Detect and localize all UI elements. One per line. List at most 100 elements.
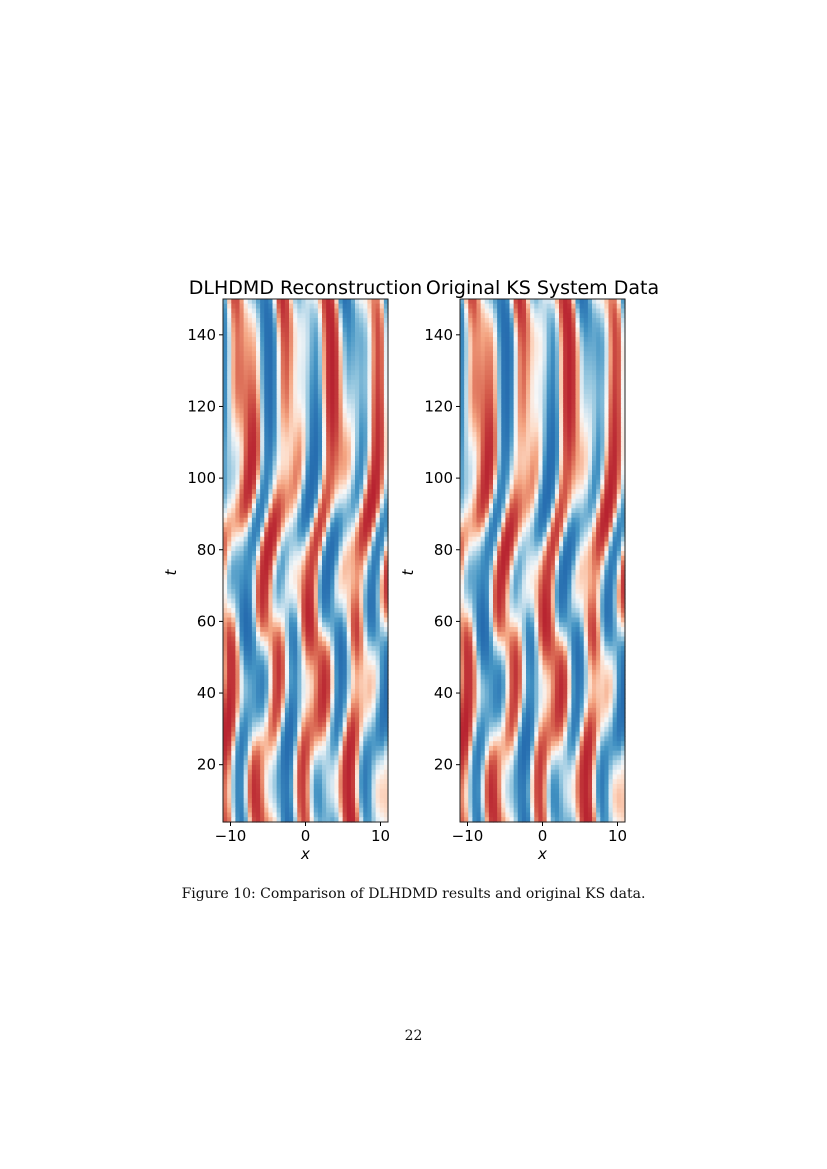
- heatmap-cell: [355, 365, 360, 371]
- heatmap-cell: [326, 745, 331, 752]
- heatmap-cell: [355, 669, 360, 676]
- heatmap-cell: [243, 531, 249, 538]
- heatmap-cell: [363, 422, 368, 428]
- heatmap-cell: [342, 779, 348, 785]
- heatmap-cell: [297, 451, 302, 457]
- heatmap-cell: [346, 627, 352, 633]
- heatmap-cell: [297, 337, 302, 343]
- heatmap-cell: [317, 665, 323, 671]
- heatmap-cell: [297, 745, 302, 752]
- heatmap-cell: [239, 356, 245, 362]
- heatmap-cell: [350, 432, 356, 438]
- heatmap-cell: [521, 351, 527, 357]
- heatmap-cell: [592, 299, 597, 305]
- heatmap-cell: [317, 707, 323, 714]
- heatmap-cell: [363, 541, 368, 547]
- heatmap-cell: [317, 470, 323, 476]
- heatmap-cell: [256, 455, 261, 462]
- heatmap-cell: [309, 807, 315, 814]
- heatmap-cell: [305, 341, 311, 348]
- heatmap-cell: [313, 408, 319, 414]
- heatmap-cell: [334, 455, 340, 462]
- heatmap-cell: [301, 802, 307, 809]
- heatmap-cell: [317, 356, 323, 362]
- heatmap-cell: [583, 332, 589, 338]
- heatmap-cell: [342, 612, 348, 619]
- heatmap-cell: [284, 536, 290, 543]
- heatmap-cell: [383, 527, 389, 533]
- heatmap-cell: [289, 379, 294, 386]
- heatmap-cell: [338, 546, 344, 552]
- heatmap-cell: [297, 612, 302, 619]
- heatmap-cell: [359, 327, 364, 333]
- heatmap-cell: [231, 555, 236, 562]
- heatmap-cell: [309, 570, 315, 576]
- heatmap-cell: [276, 322, 282, 329]
- heatmap-cell: [334, 417, 340, 424]
- heatmap-cell: [554, 299, 560, 305]
- heatmap-cell: [256, 779, 261, 785]
- heatmap-cell: [317, 769, 323, 776]
- heatmap-cell: [231, 774, 236, 780]
- heatmap-cell: [363, 375, 368, 381]
- heatmap-cell: [297, 760, 302, 766]
- heatmap-cell: [509, 356, 515, 362]
- heatmap-cell: [363, 318, 368, 324]
- heatmap-cell: [276, 650, 282, 657]
- heatmap-cell: [293, 379, 298, 386]
- heatmap-cell: [289, 745, 294, 752]
- heatmap-cell: [260, 726, 265, 733]
- heatmap-cell: [355, 603, 360, 609]
- heatmap-cell: [313, 731, 319, 738]
- heatmap-cell: [247, 303, 253, 310]
- heatmap-cell: [247, 774, 253, 780]
- heatmap-cell: [231, 622, 236, 628]
- heatmap-cell: [350, 303, 356, 310]
- heatmap-cell: [330, 684, 335, 690]
- heatmap-cell: [313, 650, 319, 657]
- heatmap-cell: [284, 612, 290, 619]
- heatmap-cell: [363, 427, 368, 433]
- heatmap-cell: [268, 508, 274, 514]
- heatmap-cell: [313, 807, 319, 814]
- heatmap-cell: [375, 522, 381, 528]
- heatmap-cell: [359, 741, 364, 747]
- heatmap-cell: [305, 817, 311, 823]
- heatmap-cell: [251, 493, 257, 500]
- heatmap-cell: [526, 327, 531, 333]
- heatmap-cell: [359, 441, 364, 447]
- heatmap-cell: [350, 403, 356, 409]
- heatmap-cell: [239, 318, 245, 324]
- heatmap-cell: [375, 603, 381, 609]
- heatmap-cell: [583, 303, 589, 310]
- heatmap-cell: [313, 384, 319, 390]
- heatmap-cell: [231, 493, 236, 500]
- heatmap-cell: [247, 522, 253, 528]
- heatmap-cell: [247, 793, 253, 799]
- heatmap-cell: [280, 303, 286, 310]
- heatmap-cell: [293, 622, 298, 628]
- heatmap-cell: [223, 745, 228, 752]
- heatmap-cell: [359, 760, 364, 766]
- heatmap-cell: [309, 741, 315, 747]
- heatmap-cell: [223, 479, 228, 486]
- heatmap-cell: [280, 422, 286, 428]
- heatmap-cell: [371, 318, 377, 324]
- heatmap-cell: [371, 489, 377, 495]
- heatmap-cell: [379, 665, 385, 671]
- heatmap-cell: [326, 783, 331, 790]
- heatmap-cell: [338, 665, 344, 671]
- heatmap-cell: [280, 603, 286, 609]
- heatmap-cell: [322, 398, 327, 405]
- heatmap-cell: [260, 493, 265, 500]
- heatmap-cell: [276, 731, 282, 738]
- heatmap-cell: [472, 360, 478, 367]
- heatmap-cell: [554, 308, 560, 314]
- heatmap-cell: [256, 536, 261, 543]
- heatmap-cell: [322, 379, 327, 386]
- heatmap-cell: [359, 679, 364, 685]
- heatmap-cell: [530, 322, 535, 329]
- heatmap-cell: [322, 745, 327, 752]
- heatmap-cell: [309, 318, 315, 324]
- heatmap-cell: [247, 665, 253, 671]
